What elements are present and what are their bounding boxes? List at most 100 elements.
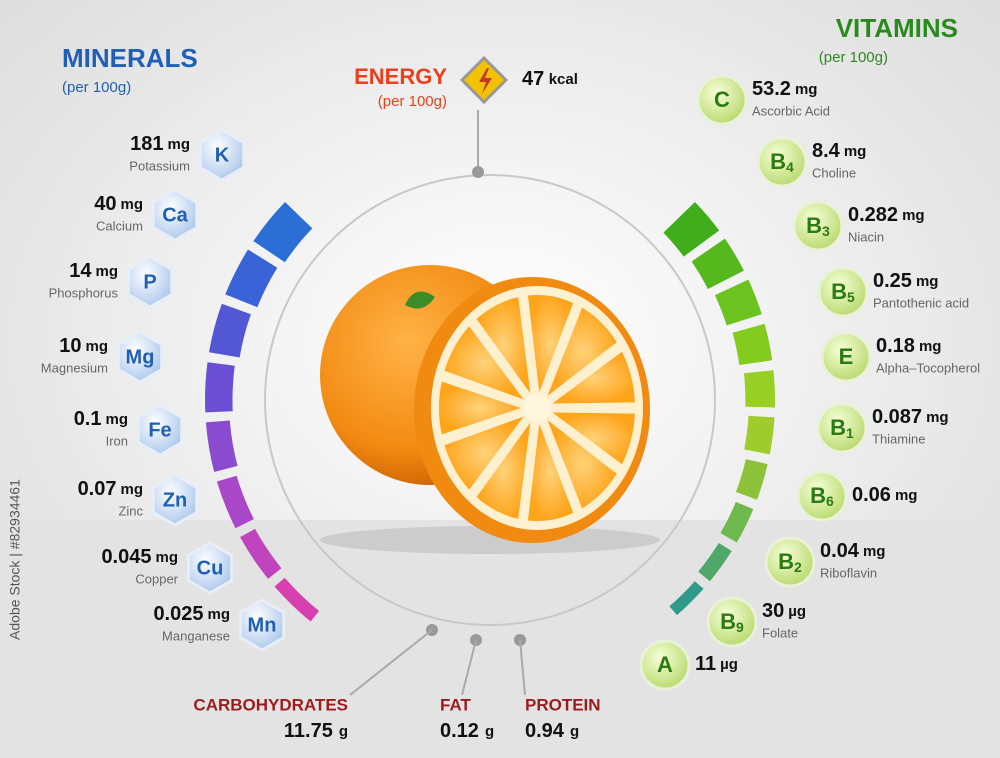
mineral-hex <box>136 403 184 457</box>
arc-segment <box>669 581 704 616</box>
fat-connector <box>461 639 477 696</box>
vitamin-amount: 0.282 mg <box>848 204 925 226</box>
mineral: Mg 10 mg Magnesium <box>41 330 164 384</box>
arc-segment <box>698 543 732 582</box>
subscript: 3 <box>822 223 830 239</box>
vitamin-badge <box>764 536 816 588</box>
floor <box>0 520 1000 758</box>
vitamin-name: Folate <box>762 625 798 640</box>
mineral-amount: 181 mg <box>130 133 190 155</box>
macro-name: CARBOHYDRATES <box>193 695 348 714</box>
vitamin-badge <box>706 596 758 648</box>
vitamin: B2 0.04 mg Riboflavin <box>764 536 885 588</box>
amount: 14 <box>69 260 92 282</box>
vitamins-title: VITAMINS <box>836 13 958 43</box>
vitamin: B6 0.06 mg <box>796 470 918 522</box>
arc-segment <box>744 370 775 408</box>
vitamin-symbol: B9 <box>720 609 744 635</box>
mineral-amount: 0.07 mg <box>78 478 143 500</box>
unit: g <box>570 723 579 740</box>
mineral: Cu 0.045 mg Copper <box>101 541 234 595</box>
mineral: Ca 40 mg Calcium <box>94 188 199 242</box>
vitamin-amount: 8.4 mg <box>812 140 866 162</box>
vitamin-symbol: B2 <box>778 549 802 575</box>
unit: µg <box>720 656 738 673</box>
vitamin-symbol: B5 <box>831 279 855 305</box>
vitamins-subtitle: (per 100g) <box>819 49 888 66</box>
segment <box>547 307 617 396</box>
amount: 0.12 <box>440 720 479 742</box>
vitamin-amount: 0.18 mg <box>876 335 941 357</box>
vitamin-name: Niacin <box>848 229 884 244</box>
amount: 0.07 <box>78 478 117 500</box>
vitamin-symbol: B4 <box>770 149 794 175</box>
mineral-name: Iron <box>106 433 128 448</box>
mineral-symbol: Cu <box>197 557 224 579</box>
macro-name: FAT <box>440 695 471 714</box>
amount: 0.04 <box>820 540 860 562</box>
bolt <box>479 68 492 94</box>
subscript: 9 <box>736 619 744 635</box>
segment <box>552 351 635 404</box>
vitamin-symbol: B1 <box>830 415 854 441</box>
unit: mg <box>795 81 818 98</box>
mineral: Mn 0.025 mg Manganese <box>153 598 286 652</box>
vitamin-amount: 0.25 mg <box>873 270 938 292</box>
amount: 0.1 <box>74 408 102 430</box>
leaf <box>405 291 435 309</box>
vitamin-amount: 30 µg <box>762 600 806 622</box>
arc-segment <box>209 303 251 358</box>
segment <box>444 416 524 490</box>
amount: 40 <box>94 193 116 215</box>
mineral-symbol: K <box>215 144 230 166</box>
symbol: C <box>714 87 730 112</box>
amount: 0.045 <box>101 546 151 568</box>
unit: mg <box>106 411 129 428</box>
mineral-symbol: Fe <box>148 419 171 441</box>
symbol: A <box>657 652 673 677</box>
amount: 8.4 <box>812 140 841 162</box>
protein-connector <box>519 639 526 696</box>
macro-amount: 0.12 g <box>440 720 494 742</box>
vitamin-badge <box>820 331 872 383</box>
subscript: 4 <box>786 159 794 175</box>
arc-segment <box>720 501 754 543</box>
unit: mg <box>86 338 109 355</box>
unit: mg <box>121 481 144 498</box>
vitamin-name: Choline <box>812 165 856 180</box>
unit: mg <box>168 136 191 153</box>
mineral-name: Calcium <box>96 218 143 233</box>
vitamin-symbol: A <box>657 652 673 677</box>
arc-segment <box>714 279 762 326</box>
vitamin-amount: 53.2 mg <box>752 78 817 100</box>
unit: mg <box>895 487 918 504</box>
vitamin-badge <box>816 402 868 454</box>
energy-amount: 47 <box>522 68 544 90</box>
arc-segment <box>240 528 282 579</box>
vitamin: E 0.18 mg Alpha–Tocopherol <box>820 331 980 383</box>
mineral-amount: 14 mg <box>69 260 118 282</box>
amount: 0.25 <box>873 270 912 292</box>
energy-subtitle: (per 100g) <box>378 93 447 110</box>
vitamin-badge <box>639 639 691 691</box>
mineral-name: Copper <box>135 571 178 586</box>
vitamin-badge <box>696 74 748 126</box>
subscript: 1 <box>846 425 854 441</box>
mineral-name: Phosphorus <box>49 285 119 300</box>
mineral-amount: 10 mg <box>59 335 108 357</box>
unit: mg <box>156 549 179 566</box>
mineral-name: Manganese <box>162 628 230 643</box>
mineral-hex <box>116 330 164 384</box>
energy-value: 47 kcal <box>522 68 578 90</box>
orange-segments <box>438 294 635 521</box>
unit: g <box>485 723 494 740</box>
unit: mg <box>844 143 867 160</box>
arc-segment <box>205 420 238 472</box>
orange-core <box>523 394 551 422</box>
vitamin-badge <box>792 200 844 252</box>
vitamin-badge <box>796 470 848 522</box>
amount: 0.18 <box>876 335 915 357</box>
symbol: B <box>831 279 847 304</box>
unit: mg <box>121 196 144 213</box>
